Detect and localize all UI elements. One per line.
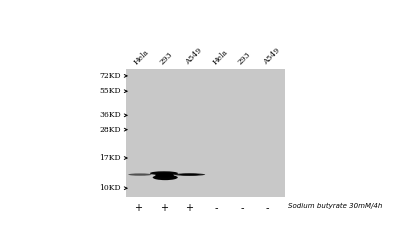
Text: A549: A549 [262, 47, 282, 66]
Text: A549: A549 [184, 47, 204, 66]
Text: -: - [215, 203, 219, 213]
Text: 293: 293 [158, 50, 175, 66]
Text: 10KD: 10KD [99, 184, 121, 192]
Text: 36KD: 36KD [99, 111, 121, 119]
Text: 72KD: 72KD [99, 72, 121, 80]
Ellipse shape [150, 171, 178, 175]
Text: 28KD: 28KD [99, 126, 121, 134]
Ellipse shape [128, 174, 152, 176]
Text: +: + [185, 203, 194, 213]
Text: 17KD: 17KD [99, 154, 121, 162]
Ellipse shape [179, 174, 200, 176]
Text: -: - [266, 203, 269, 213]
Text: +: + [160, 203, 168, 213]
Text: 293: 293 [237, 50, 252, 66]
Text: Hela: Hela [211, 48, 229, 66]
Ellipse shape [153, 175, 178, 180]
Text: -: - [240, 203, 244, 213]
Text: 55KD: 55KD [99, 87, 121, 95]
Text: Sodium butyrate 30mM/4h: Sodium butyrate 30mM/4h [288, 203, 383, 209]
Ellipse shape [174, 173, 205, 176]
Text: +: + [135, 203, 143, 213]
Text: Hela: Hela [133, 48, 151, 66]
Ellipse shape [155, 173, 174, 178]
FancyBboxPatch shape [126, 68, 285, 198]
